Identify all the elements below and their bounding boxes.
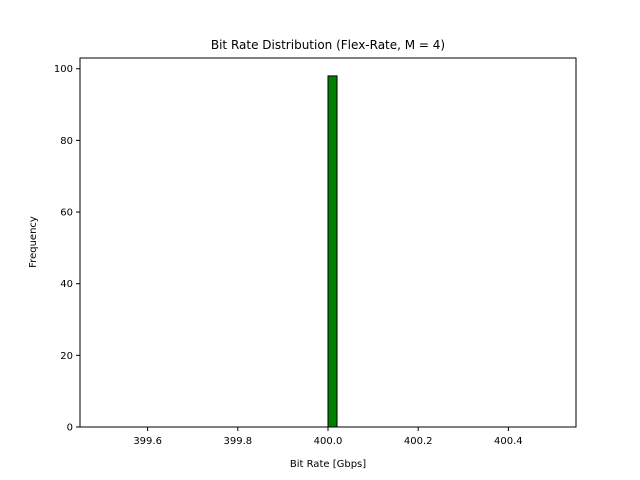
y-axis-label: Frequency	[28, 216, 39, 268]
x-axis-label: Bit Rate [Gbps]	[290, 459, 366, 470]
x-tick-label: 399.8	[223, 436, 252, 447]
y-tick-label: 100	[54, 64, 73, 75]
y-tick-label: 60	[60, 208, 73, 219]
y-tick-label: 0	[67, 423, 73, 434]
x-tick-label: 400.0	[314, 436, 343, 447]
histogram-bar	[327, 75, 338, 428]
y-tick-label: 20	[60, 351, 73, 362]
x-tick-label: 399.6	[133, 436, 162, 447]
chart-title: Bit Rate Distribution (Flex-Rate, M = 4)	[211, 38, 445, 52]
x-tick-label: 400.4	[494, 436, 523, 447]
x-tick-label: 400.2	[404, 436, 433, 447]
y-tick-label: 40	[60, 279, 73, 290]
y-tick-label: 80	[60, 136, 73, 147]
